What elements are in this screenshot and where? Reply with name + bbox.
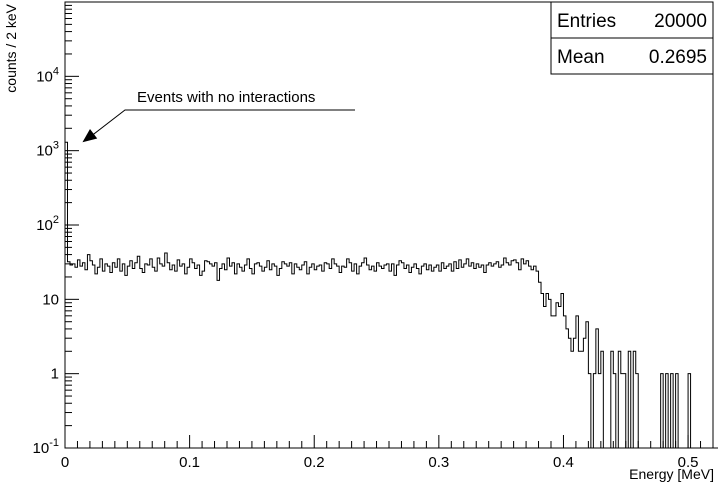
y-tick-label: 104 — [36, 65, 59, 85]
x-axis-title: Energy [MeV] — [629, 466, 714, 482]
y-tick-label: 10 — [42, 291, 59, 308]
x-tick-label: 0.2 — [304, 454, 325, 471]
stats-box: Entries 20000 Mean 0.2695 — [550, 1, 714, 75]
axis-ticks — [64, 4, 714, 449]
stats-entries-label: Entries — [557, 11, 616, 32]
x-tick-label: 0.5 — [678, 454, 699, 471]
stats-mean-label: Mean — [557, 47, 605, 68]
y-axis-title: counts / 2 keV — [3, 3, 19, 92]
axis-tick-labels: 0 0.1 0.2 0.3 0.4 0.5 10-1 1 10 102 103 104 — [33, 65, 699, 471]
annotation-arrowhead — [82, 128, 98, 143]
y-tick-label: 10-1 — [33, 437, 59, 457]
annotation-text: Events with no interactions — [137, 89, 315, 106]
histogram-series — [64, 141, 718, 449]
y-tick-label: 1 — [51, 366, 59, 383]
annotation: Events with no interactions — [82, 89, 355, 143]
x-tick-label: 0.1 — [179, 454, 200, 471]
y-tick-label: 103 — [36, 140, 59, 160]
x-tick-label: 0.4 — [553, 454, 574, 471]
x-tick-label: 0 — [61, 454, 69, 471]
stats-mean-value: 0.2695 — [649, 47, 707, 68]
x-tick-label: 0.3 — [428, 454, 449, 471]
stats-entries-value: 20000 — [654, 11, 707, 32]
y-tick-label: 102 — [36, 214, 59, 234]
annotation-arrow — [88, 109, 355, 139]
